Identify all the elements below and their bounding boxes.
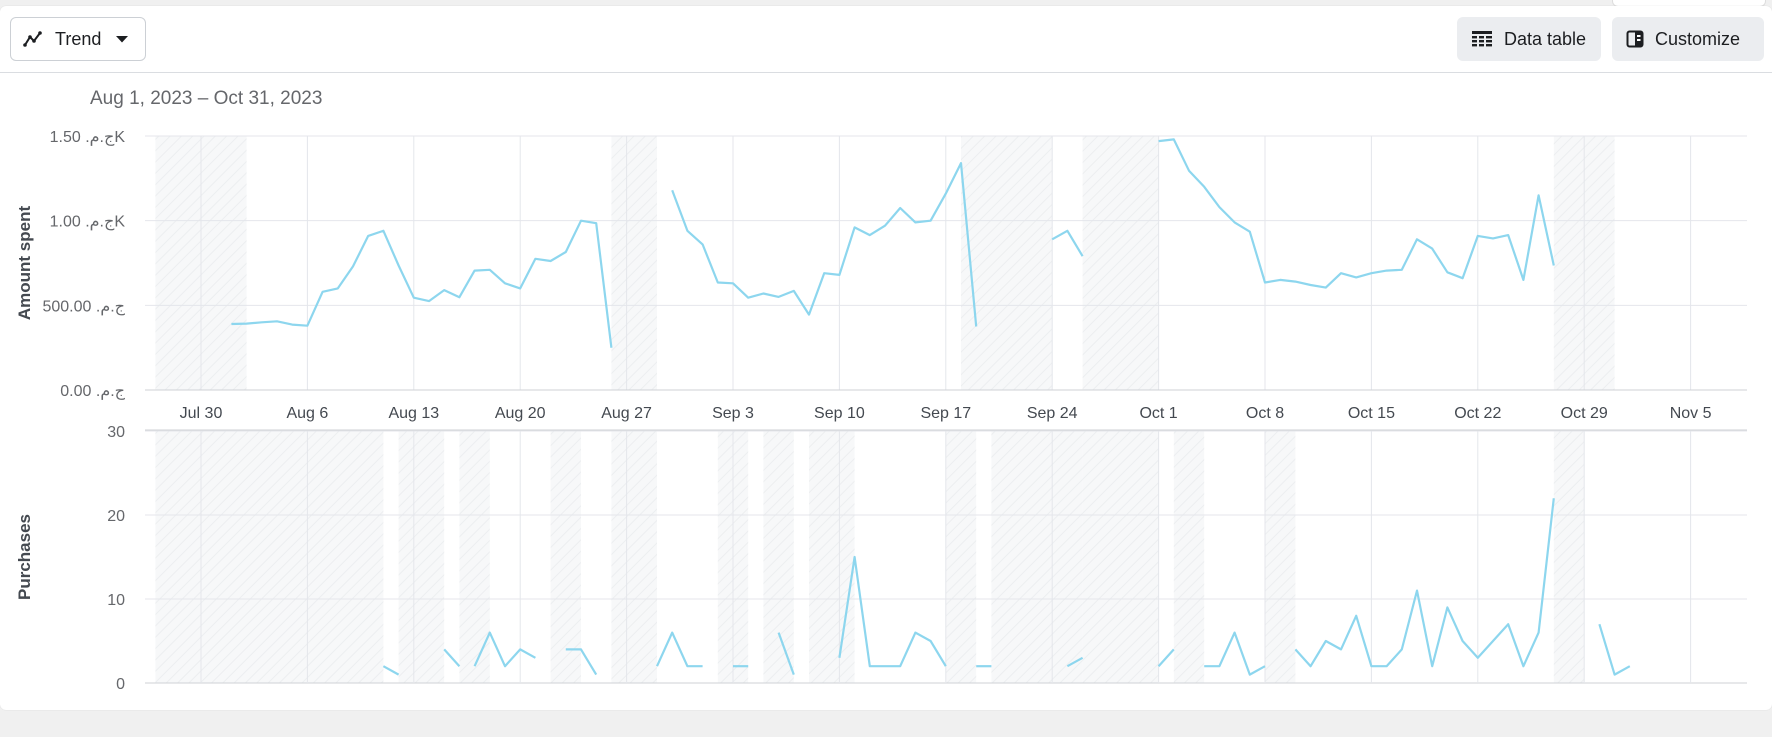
date-range-label: Aug 1, 2023 – Oct 31, 2023 [90,88,323,109]
y-tick-label: 0.00 .ج.م [60,383,125,400]
series-line-segment [777,632,795,675]
series-line-segment [1157,648,1175,667]
y-axis-title: Amount spent [15,206,34,321]
shaded-range [1082,431,1159,683]
y-axis-title: Purchases [15,514,34,600]
series-line-segment [231,219,613,348]
table-icon [1472,31,1492,47]
series-line-segment [443,648,461,667]
series-line-segment [1066,656,1084,668]
trend-line-icon [23,31,42,47]
shaded-range [1553,431,1585,683]
customize-button[interactable]: Customize [1612,17,1764,61]
customize-label: Customize [1655,28,1741,49]
shaded-range [611,431,657,683]
x-tick-label: Aug 6 [286,405,328,422]
x-tick-label: Oct 22 [1454,405,1501,422]
series-line-segment [655,631,703,668]
series-line-segment [671,162,978,327]
series-line-segment [382,665,400,676]
series-line-segment [1051,229,1084,257]
y-tick-label: 1.00 .ج.مK [50,214,126,231]
shaded-range [945,431,977,683]
caret-down-icon [116,36,129,43]
y-tick-label: 500.00 .ج.م [42,298,125,315]
shaded-range [1265,431,1296,683]
x-tick-label: Oct 29 [1561,405,1608,422]
panel-amount-spent: 0.00 .ج.م 500.00 .ج.م 1.00 .ج.مK 1.50 .ج.مK… [15,129,1747,400]
shaded-range [398,431,445,683]
y-tick-label: 0 [116,676,125,693]
panel-purchases: 0 10 20 30 Purchases [15,424,1747,693]
trend-label: Trend [55,28,102,49]
x-axis: Jul 30 Aug 6 Aug 13 Aug 20 Aug 27 Sep 3 Sep 10… [145,389,1747,431]
shaded-range [1082,136,1159,390]
y-tick-label: 20 [107,508,125,525]
data-table-label: Data table [1504,28,1587,49]
x-tick-label: Sep 17 [920,405,971,422]
toolbar: Trend Data table Customize [0,6,1772,73]
shaded-range [155,431,384,683]
shaded-range [1173,431,1205,683]
x-tick-label: Sep 10 [814,405,865,422]
shaded-range [459,431,490,683]
shaded-range [550,431,581,683]
series-line-segment [1158,138,1555,289]
y-tick-label: 10 [107,592,125,609]
shaded-range [991,431,1083,683]
y-tick-label: 1.50 .ج.مK [50,129,126,146]
y-tick-label: 30 [107,424,125,441]
x-tick-label: Aug 27 [601,405,652,422]
x-tick-label: Oct 8 [1246,405,1284,422]
series-line-segment [838,555,947,668]
trend-dropdown-button[interactable]: Trend [10,17,146,61]
x-tick-label: Nov 5 [1670,405,1712,422]
series-line-segment [473,631,536,668]
data-table-button[interactable]: Data table [1457,17,1601,61]
series-line-segment [1294,498,1555,668]
series-line-segment [565,648,598,676]
x-tick-label: Oct 1 [1139,405,1177,422]
x-tick-label: Jul 30 [180,405,223,422]
shaded-range [809,431,855,683]
x-tick-label: Oct 15 [1348,405,1395,422]
shaded-range [961,136,1053,390]
shaded-range [763,431,794,683]
x-tick-label: Sep 24 [1027,405,1078,422]
series-line-segment [1204,631,1266,676]
x-tick-label: Aug 20 [495,405,546,422]
shaded-range [611,136,657,390]
x-tick-label: Sep 3 [712,405,754,422]
x-tick-label: Aug 13 [388,405,439,422]
series-line-segment [1598,623,1631,676]
columns-panel-icon [1626,30,1644,48]
